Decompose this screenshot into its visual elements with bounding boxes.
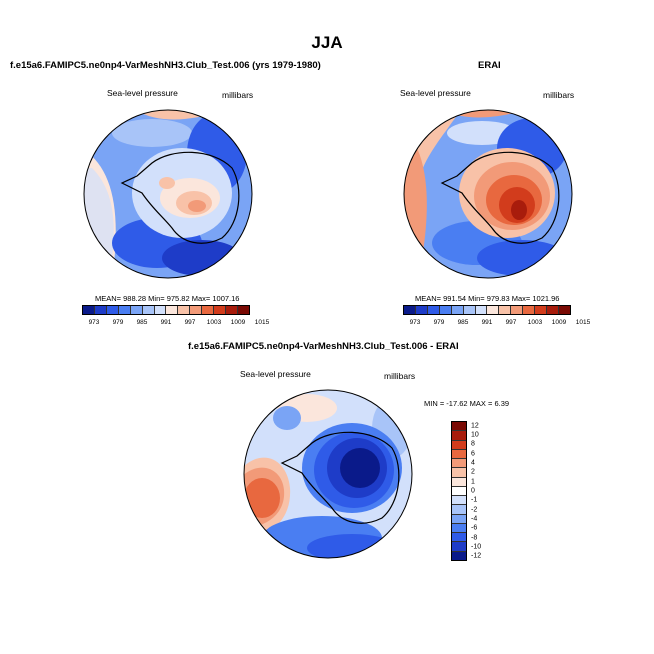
colorbar-swatch	[106, 306, 119, 314]
model-units-label: millibars	[222, 90, 254, 100]
obs-stats: MEAN= 991.54 Min= 979.83 Max= 1021.96	[415, 294, 560, 303]
obs-polar-map	[403, 109, 573, 279]
colorbar-swatch	[452, 422, 466, 432]
colorbar-tick-label: -6	[471, 524, 478, 532]
colorbar-swatch	[178, 306, 191, 314]
colorbar-swatch	[452, 449, 466, 460]
colorbar-tick-label: 1009	[551, 319, 567, 326]
colorbar-swatch	[452, 496, 466, 506]
colorbar-swatch	[404, 306, 416, 314]
colorbar-tick-label: 1003	[206, 319, 222, 326]
diff-colorbar	[451, 421, 467, 561]
colorbar-tick-label: 985	[457, 319, 469, 326]
page-title: JJA	[311, 33, 343, 52]
colorbar-swatch	[415, 306, 428, 314]
colorbar-swatch	[511, 306, 524, 314]
colorbar-tick-label: 12	[471, 422, 479, 430]
obs-colorbar	[403, 305, 571, 315]
model-variable-label: Sea-level pressure	[107, 88, 178, 98]
colorbar-tick-label: 973	[409, 319, 421, 326]
colorbar-swatch	[130, 306, 143, 314]
colorbar-tick-label: 997	[505, 319, 517, 326]
colorbar-swatch	[499, 306, 512, 314]
obs-panel-title: ERAI	[478, 60, 501, 71]
model-stats: MEAN= 988.28 Min= 975.82 Max= 1007.16	[95, 294, 240, 303]
diff-stats: MIN = -17.62 MAX = 6.39	[424, 399, 510, 408]
colorbar-swatch	[452, 477, 466, 487]
colorbar-tick-label: -2	[471, 506, 478, 514]
colorbar-swatch	[558, 306, 570, 314]
colorbar-swatch	[523, 306, 536, 314]
colorbar-swatch	[452, 542, 466, 552]
colorbar-tick-label: -10	[471, 543, 482, 551]
colorbar-swatch	[452, 468, 466, 478]
colorbar-tick-label: -12	[471, 552, 482, 560]
model-panel-title: f.e15a6.FAMIPC5.ne0np4-VarMeshNH3.Club_T…	[10, 60, 321, 71]
colorbar-tick-label: 1015	[575, 319, 591, 326]
colorbar-swatch	[463, 306, 476, 314]
colorbar-swatch	[226, 306, 238, 314]
obs-variable-label: Sea-level pressure	[400, 88, 471, 98]
colorbar-swatch	[202, 306, 215, 314]
diff-colorbar-labels: 12 10 8 6 4 2 1 0 -1 -2 -4 -6 -8 -10 -12	[471, 421, 501, 561]
colorbar-swatch	[439, 306, 452, 314]
colorbar-tick-label: 1	[471, 478, 475, 486]
colorbar-swatch	[83, 306, 95, 314]
colorbar-tick-label: 2	[471, 468, 475, 476]
colorbar-swatch	[475, 306, 488, 314]
diff-panel-title: f.e15a6.FAMIPC5.ne0np4-VarMeshNH3.Club_T…	[188, 341, 459, 352]
colorbar-swatch	[94, 306, 107, 314]
colorbar-swatch	[142, 306, 155, 314]
colorbar-swatch	[452, 486, 466, 497]
colorbar-swatch	[427, 306, 440, 314]
colorbar-swatch	[547, 306, 559, 314]
colorbar-swatch	[118, 306, 131, 314]
colorbar-swatch	[214, 306, 227, 314]
colorbar-swatch	[190, 306, 203, 314]
colorbar-tick-label: 985	[136, 319, 148, 326]
colorbar-tick-label: 1003	[527, 319, 543, 326]
colorbar-swatch	[154, 306, 167, 314]
diff-variable-label: Sea-level pressure	[240, 369, 311, 379]
colorbar-swatch	[452, 459, 466, 469]
colorbar-tick-label: 0	[471, 487, 475, 495]
colorbar-tick-label: 991	[481, 319, 493, 326]
colorbar-tick-label: 1009	[230, 319, 246, 326]
colorbar-swatch	[166, 306, 179, 314]
colorbar-tick-label: 991	[160, 319, 172, 326]
model-colorbar	[82, 305, 250, 315]
obs-units-label: millibars	[543, 90, 575, 100]
colorbar-swatch	[452, 440, 466, 450]
colorbar-tick-label: 973	[88, 319, 100, 326]
colorbar-tick-label: 979	[433, 319, 445, 326]
colorbar-swatch	[451, 306, 464, 314]
colorbar-tick-label: -4	[471, 515, 478, 523]
colorbar-swatch	[452, 523, 466, 534]
colorbar-tick-label: 6	[471, 450, 475, 458]
colorbar-swatch	[452, 505, 466, 515]
colorbar-tick-label: 1015	[254, 319, 270, 326]
model-polar-map	[83, 109, 253, 279]
colorbar-tick-label: -8	[471, 534, 478, 542]
colorbar-tick-label: 997	[184, 319, 196, 326]
diff-units-label: millibars	[384, 371, 416, 381]
colorbar-swatch	[535, 306, 548, 314]
colorbar-swatch	[487, 306, 500, 314]
colorbar-tick-label: 10	[471, 431, 479, 439]
colorbar-swatch	[452, 431, 466, 441]
diff-polar-map	[243, 389, 413, 559]
colorbar-swatch	[452, 551, 466, 560]
colorbar-swatch	[452, 514, 466, 524]
colorbar-swatch	[237, 306, 249, 314]
colorbar-swatch	[452, 533, 466, 543]
colorbar-tick-label: -1	[471, 496, 478, 504]
colorbar-tick-label: 4	[471, 459, 475, 467]
colorbar-tick-label: 8	[471, 440, 475, 448]
colorbar-tick-label: 979	[112, 319, 124, 326]
